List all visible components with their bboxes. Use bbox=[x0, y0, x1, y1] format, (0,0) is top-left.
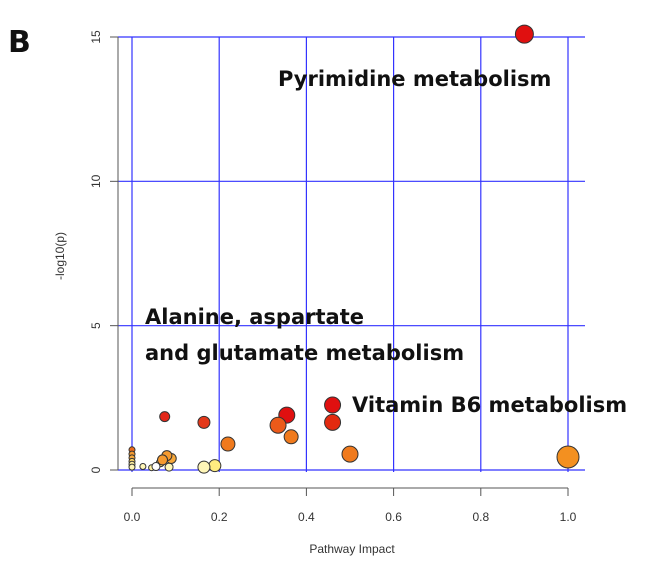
data-point bbox=[514, 24, 534, 44]
panel-label: B bbox=[8, 25, 31, 60]
y-tick-label: 5 bbox=[89, 322, 103, 329]
y-axis-title: -log10(p) bbox=[53, 232, 67, 280]
y-tick-label: 10 bbox=[89, 174, 103, 188]
x-tick-label: 0.4 bbox=[298, 510, 315, 524]
data-point bbox=[139, 463, 147, 471]
annotation-pyrimidine: Pyrimidine metabolism bbox=[278, 67, 551, 91]
data-point bbox=[159, 411, 171, 423]
x-tick-label: 0.8 bbox=[472, 510, 489, 524]
x-axis-title: Pathway Impact bbox=[309, 542, 395, 556]
points-layer bbox=[128, 24, 580, 474]
y-tick-label: 0 bbox=[89, 466, 103, 473]
grid-layer bbox=[118, 36, 585, 472]
annotation-vitamin-b6: Vitamin B6 metabolism bbox=[352, 393, 627, 417]
data-point bbox=[197, 460, 211, 474]
data-point bbox=[324, 396, 342, 414]
x-tick-label: 0.2 bbox=[211, 510, 228, 524]
data-point bbox=[151, 462, 161, 472]
annotation-alanine-line1: Alanine, aspartate bbox=[145, 305, 364, 329]
data-point bbox=[220, 436, 236, 452]
data-point bbox=[157, 454, 169, 466]
data-point bbox=[324, 413, 342, 431]
data-point bbox=[341, 445, 359, 463]
x-tick-label: 1.0 bbox=[560, 510, 577, 524]
data-point bbox=[283, 429, 299, 445]
data-point bbox=[197, 415, 211, 429]
data-point bbox=[556, 445, 580, 469]
data-point bbox=[128, 463, 136, 471]
data-point bbox=[208, 459, 222, 473]
data-point bbox=[269, 416, 287, 434]
x-tick-label: 0.6 bbox=[385, 510, 402, 524]
y-tick-label: 15 bbox=[89, 30, 103, 44]
x-tick-label: 0.0 bbox=[124, 510, 141, 524]
axes-layer: 0 5 10 15 0.0 0.2 0.4 0.6 0.8 1.0 bbox=[89, 30, 577, 524]
annotation-alanine-line2: and glutamate metabolism bbox=[145, 341, 464, 365]
data-point bbox=[164, 462, 174, 472]
